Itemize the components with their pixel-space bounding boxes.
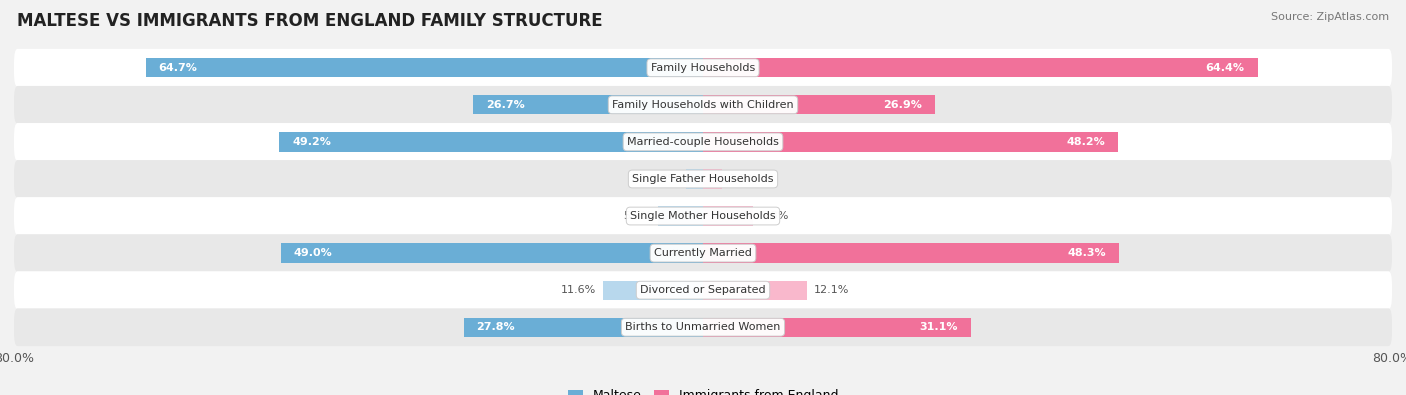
Bar <box>703 243 1119 263</box>
Text: 49.2%: 49.2% <box>292 137 330 147</box>
Text: Births to Unmarried Women: Births to Unmarried Women <box>626 322 780 332</box>
FancyBboxPatch shape <box>14 271 1392 309</box>
Bar <box>703 132 1118 152</box>
Bar <box>703 95 935 115</box>
Bar <box>703 169 721 188</box>
Text: 64.7%: 64.7% <box>159 63 198 73</box>
Text: 12.1%: 12.1% <box>814 285 849 295</box>
Text: Divorced or Separated: Divorced or Separated <box>640 285 766 295</box>
FancyBboxPatch shape <box>14 86 1392 124</box>
Legend: Maltese, Immigrants from England: Maltese, Immigrants from England <box>562 384 844 395</box>
Bar <box>703 58 1257 77</box>
Text: Family Households: Family Households <box>651 63 755 73</box>
FancyBboxPatch shape <box>14 234 1392 272</box>
Bar <box>146 58 703 77</box>
Text: 31.1%: 31.1% <box>920 322 957 332</box>
Text: 48.2%: 48.2% <box>1066 137 1105 147</box>
FancyBboxPatch shape <box>14 49 1392 87</box>
Text: 2.2%: 2.2% <box>728 174 758 184</box>
FancyBboxPatch shape <box>14 308 1392 346</box>
Text: 5.8%: 5.8% <box>759 211 789 221</box>
Text: 26.9%: 26.9% <box>883 100 922 110</box>
Text: 2.0%: 2.0% <box>651 174 679 184</box>
FancyBboxPatch shape <box>14 160 1392 198</box>
FancyBboxPatch shape <box>14 123 1392 161</box>
Text: Single Mother Households: Single Mother Households <box>630 211 776 221</box>
Text: 26.7%: 26.7% <box>486 100 524 110</box>
Text: MALTESE VS IMMIGRANTS FROM ENGLAND FAMILY STRUCTURE: MALTESE VS IMMIGRANTS FROM ENGLAND FAMIL… <box>17 12 603 30</box>
Text: Married-couple Households: Married-couple Households <box>627 137 779 147</box>
Text: 48.3%: 48.3% <box>1067 248 1107 258</box>
Text: Single Father Households: Single Father Households <box>633 174 773 184</box>
Bar <box>464 318 703 337</box>
Bar <box>603 280 703 300</box>
Bar <box>280 132 703 152</box>
Text: 49.0%: 49.0% <box>294 248 333 258</box>
Bar <box>686 169 703 188</box>
Text: Family Households with Children: Family Households with Children <box>612 100 794 110</box>
Bar <box>472 95 703 115</box>
Bar <box>703 318 970 337</box>
Bar <box>281 243 703 263</box>
Text: 27.8%: 27.8% <box>477 322 515 332</box>
Text: 5.2%: 5.2% <box>623 211 651 221</box>
FancyBboxPatch shape <box>14 197 1392 235</box>
Text: Source: ZipAtlas.com: Source: ZipAtlas.com <box>1271 12 1389 22</box>
Bar <box>703 280 807 300</box>
Text: 11.6%: 11.6% <box>561 285 596 295</box>
Text: 64.4%: 64.4% <box>1206 63 1244 73</box>
Bar <box>658 207 703 226</box>
Text: Currently Married: Currently Married <box>654 248 752 258</box>
Bar <box>703 207 754 226</box>
